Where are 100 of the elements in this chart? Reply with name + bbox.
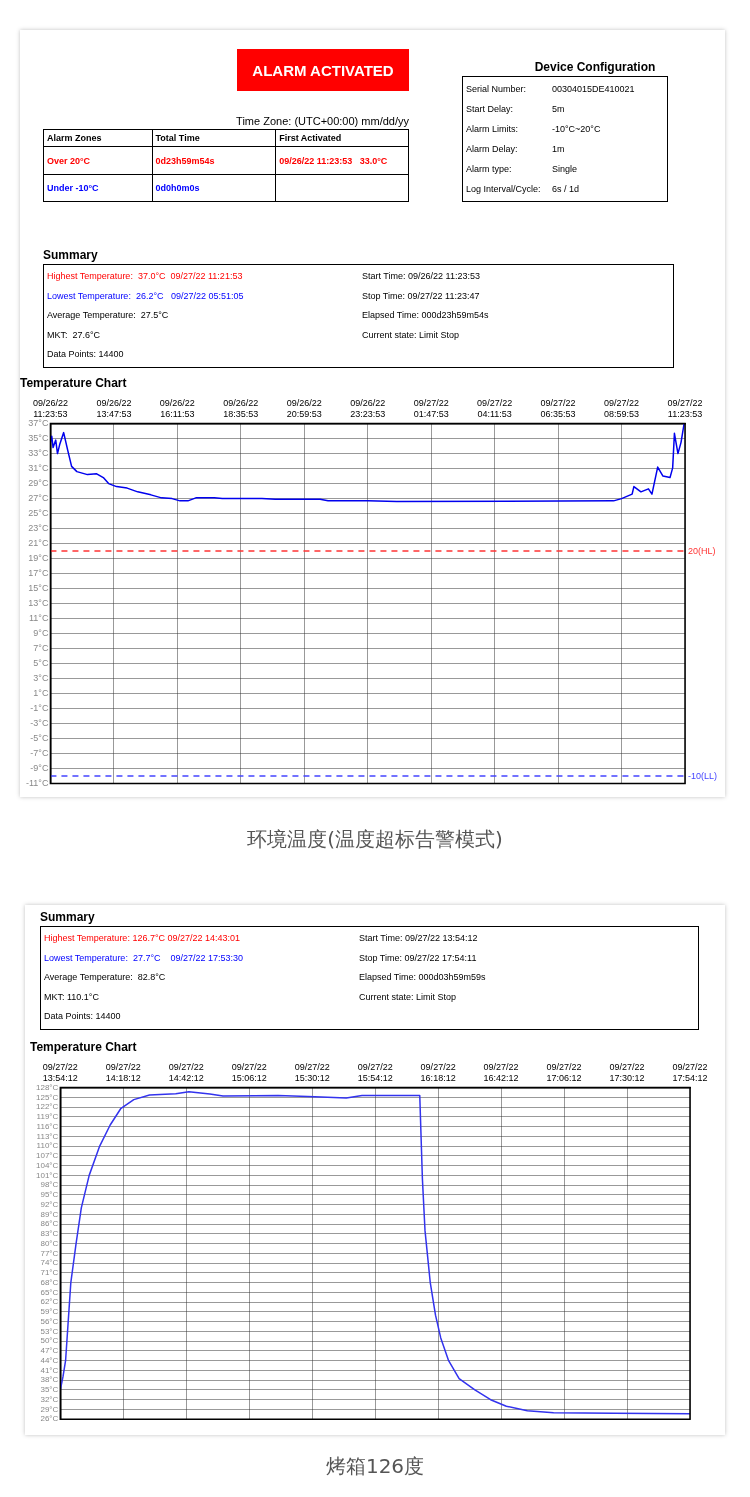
text: Current state: Limit Stop	[362, 328, 461, 342]
y-tick-label: 9°C	[33, 628, 49, 639]
y-tick-label: 53°C	[40, 1326, 59, 1336]
text: Lowest Temperature: 27.7°C 09/27/22 17:53:30	[44, 951, 245, 965]
text: Current state: Limit Stop	[359, 990, 458, 1004]
y-tick-label: -11°C	[25, 778, 49, 789]
text: Alarm type:	[466, 164, 513, 174]
x-tick-label: 09/27/22 11:23:53	[667, 397, 703, 419]
text: 6s / 1d	[552, 184, 580, 194]
y-tick-label: 27°C	[28, 493, 49, 504]
chart-title: Temperature Chart	[20, 376, 128, 390]
y-tick-label: 116°C	[36, 1121, 59, 1131]
y-tick-label: 125°C	[36, 1092, 59, 1102]
x-tick-label: 09/26/22 16:11:53	[159, 397, 195, 419]
y-tick-label: -5°C	[30, 733, 49, 744]
y-tick-label: 3°C	[33, 673, 49, 684]
x-tick-label: 09/26/22 13:47:53	[96, 397, 132, 419]
x-tick-label: 09/27/22 17:30:12	[609, 1061, 645, 1083]
y-tick-label: 29°C	[40, 1404, 59, 1414]
y-tick-label: 41°C	[40, 1365, 59, 1375]
y-tick-label: 98°C	[40, 1180, 59, 1190]
y-tick-label: -3°C	[30, 718, 49, 729]
text: Alarm Zones	[43, 129, 153, 147]
y-tick-label: 31°C	[28, 463, 49, 474]
y-tick-label: 104°C	[36, 1160, 59, 1170]
text: Average Temperature: 27.5°C	[47, 309, 170, 322]
text: Start Delay:	[466, 104, 515, 114]
text: Over 20°C	[43, 146, 153, 175]
y-tick-label: 44°C	[40, 1355, 59, 1365]
y-tick-label: 23°C	[28, 523, 49, 534]
y-tick-label: 7°C	[33, 643, 49, 654]
y-tick-label: 25°C	[28, 508, 49, 519]
text: -10°C~20°C	[552, 124, 601, 134]
text: Summary	[40, 910, 96, 924]
y-tick-label: -9°C	[30, 763, 49, 774]
y-tick-label: 113°C	[36, 1131, 59, 1141]
y-tick-label: 1°C	[33, 688, 49, 699]
y-tick-label: 89°C	[40, 1209, 59, 1219]
y-tick-label: 19°C	[28, 553, 49, 564]
text: 1m	[552, 144, 565, 154]
text: 00304015DE410021	[552, 84, 635, 94]
text: Summary	[43, 248, 99, 262]
text: 环境温度(温度超标告警模式)	[246, 826, 504, 853]
x-tick-label: 09/26/22 18:35:53	[223, 397, 259, 419]
y-tick-label: 110°C	[36, 1141, 59, 1151]
y-tick-label: 92°C	[40, 1199, 59, 1209]
x-tick-label: 09/27/22 15:30:12	[294, 1061, 330, 1083]
x-tick-label: 09/26/22 23:23:53	[350, 397, 386, 419]
text: Log Interval/Cycle:	[466, 184, 542, 194]
y-tick-label: 38°C	[40, 1375, 59, 1385]
text: Lowest Temperature: 26.2°C 09/27/22 05:51:05	[47, 289, 245, 303]
text: Elapsed Time: 000d03h59m59s	[359, 971, 487, 984]
ref-line-label: -10(LL)	[688, 770, 718, 781]
text: First Activated	[275, 129, 409, 147]
text: 烤箱126度	[324, 1453, 426, 1480]
text: MKT: 110.1°C	[44, 990, 100, 1004]
y-tick-label: 83°C	[40, 1229, 59, 1239]
y-tick-label: 35°C	[40, 1385, 59, 1395]
y-tick-label: 119°C	[36, 1112, 59, 1122]
y-tick-label: 56°C	[40, 1316, 59, 1326]
text: ALARM ACTIVATED	[237, 49, 409, 91]
y-tick-label: 101°C	[36, 1170, 59, 1180]
y-tick-label: 13°C	[28, 598, 49, 609]
text: Start Time: 09/26/22 11:23:53	[362, 270, 481, 283]
x-tick-label: 09/27/22 16:18:12	[420, 1061, 456, 1083]
x-tick-label: 09/27/22 13:54:12	[42, 1061, 78, 1083]
y-tick-label: 62°C	[40, 1297, 59, 1307]
text: Total Time	[152, 129, 276, 147]
y-tick-label: 11°C	[28, 613, 49, 624]
text: Highest Temperature: 126.7°C 09/27/22 14:43:01	[44, 932, 242, 945]
y-tick-label: 80°C	[40, 1238, 59, 1248]
y-tick-label: 77°C	[40, 1248, 59, 1258]
y-tick-label: 26°C	[40, 1414, 59, 1424]
y-tick-label: 47°C	[40, 1346, 59, 1356]
y-tick-label: -7°C	[30, 748, 49, 759]
text: 09/26/22 11:23:53 33.0°C	[275, 146, 409, 175]
text: Single	[552, 164, 578, 174]
text: 0d0h0m0s	[152, 174, 276, 202]
text: Device Configuration	[533, 60, 657, 74]
x-tick-label: 09/26/22 11:23:53	[32, 397, 68, 419]
y-tick-label: -1°C	[30, 703, 49, 714]
y-tick-label: 17°C	[28, 568, 49, 579]
text: Alarm Delay:	[466, 144, 519, 154]
y-tick-label: 65°C	[40, 1287, 59, 1297]
text: Highest Temperature: 37.0°C 09/27/22 11:21:53	[47, 270, 244, 283]
y-tick-label: 122°C	[36, 1102, 59, 1112]
text: Data Points: 14400	[44, 1010, 122, 1023]
y-tick-label: 15°C	[28, 583, 49, 594]
x-tick-label: 09/27/22 17:54:12	[672, 1061, 708, 1083]
x-tick-label: 09/27/22 04:11:53	[477, 397, 513, 419]
y-tick-label: 128°C	[36, 1082, 59, 1092]
text: Alarm Limits:	[466, 124, 519, 134]
text: Time Zone: (UTC+00:00) mm/dd/yy	[236, 115, 409, 127]
y-tick-label: 5°C	[33, 658, 49, 669]
x-tick-label: 09/27/22 15:06:12	[231, 1061, 267, 1083]
y-tick-label: 21°C	[28, 538, 49, 549]
x-tick-label: 09/27/22 14:42:12	[168, 1061, 204, 1083]
y-tick-label: 86°C	[40, 1219, 59, 1229]
text: Stop Time: 09/27/22 11:23:47	[362, 289, 481, 303]
text: Stop Time: 09/27/22 17:54:11	[359, 951, 478, 965]
